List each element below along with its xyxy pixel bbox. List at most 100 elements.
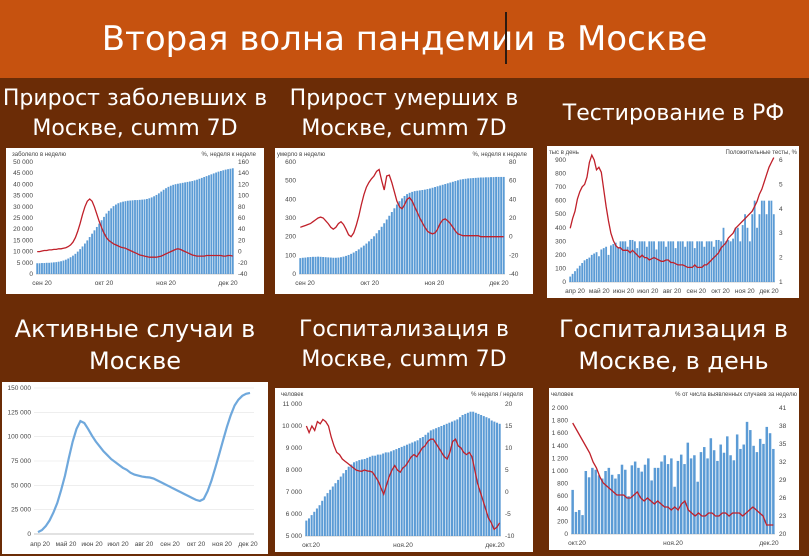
bar xyxy=(76,251,79,274)
bar xyxy=(314,256,317,274)
bar xyxy=(617,248,620,282)
y-tick-label: 900 xyxy=(555,157,566,164)
bar xyxy=(624,241,627,282)
bar xyxy=(181,182,184,274)
y2-tick-label: 140 xyxy=(238,170,249,177)
bar xyxy=(497,176,500,274)
bar xyxy=(323,496,326,536)
bar xyxy=(663,455,667,534)
y2-tick-label: 160 xyxy=(238,159,249,166)
chart-hosp-7d: 5 000 6 000 7 000 8 000 9 000 10 000 11 000 -10… xyxy=(275,388,533,552)
bar xyxy=(699,452,703,534)
bar xyxy=(352,462,356,536)
bar xyxy=(469,178,472,274)
bar xyxy=(739,241,742,282)
bar xyxy=(650,480,653,534)
bar xyxy=(365,243,368,274)
bar xyxy=(393,208,396,274)
y2-tick-label: 60 xyxy=(238,215,246,222)
y2-axis-label: % от числа выявленных случаев за неделю xyxy=(675,392,797,398)
y2-tick-label: 38 xyxy=(779,423,787,430)
bar xyxy=(650,241,653,282)
bar xyxy=(103,216,105,274)
y-tick-label: 200 xyxy=(557,518,568,525)
bar xyxy=(751,214,754,282)
bar xyxy=(136,200,139,274)
bar xyxy=(395,449,398,536)
y-tick-label: 1 200 xyxy=(552,455,569,462)
chart-hosp-daily: 0 200 400 600 800 1 000 1 200 1 400 1 600 1 800 2 … xyxy=(549,388,799,550)
bar xyxy=(88,237,91,274)
bar xyxy=(627,496,630,534)
bar xyxy=(411,191,414,274)
y2-tick-label: 80 xyxy=(509,159,517,166)
slide-title: Вторая волна пандемии в Москве xyxy=(101,19,708,59)
x-tick-label: окт 20 xyxy=(711,288,730,295)
bar xyxy=(715,239,718,282)
x-tick-label: июл 20 xyxy=(637,288,659,295)
y2-axis-label: %, неделя к неделе xyxy=(201,152,256,158)
bar xyxy=(626,246,629,282)
bar xyxy=(174,184,177,274)
bar xyxy=(640,471,643,534)
bar xyxy=(350,464,353,536)
bar xyxy=(400,446,403,536)
bar xyxy=(419,438,422,536)
bar xyxy=(231,168,234,274)
bar xyxy=(722,452,726,534)
panel-active-cases: Активные случаи в Москве 0 25 000 50 000 75… xyxy=(2,308,268,554)
bar xyxy=(444,184,447,274)
bar xyxy=(52,262,55,274)
bar xyxy=(69,257,72,274)
y2-tick-label: 80 xyxy=(238,204,246,211)
bar xyxy=(212,173,215,274)
bar xyxy=(48,262,51,274)
x-tick-label: май 20 xyxy=(589,287,610,295)
bar xyxy=(383,223,386,274)
y-tick-label: 300 xyxy=(555,238,566,245)
y-tick-label: 500 xyxy=(555,211,566,218)
bar xyxy=(453,420,456,536)
bar xyxy=(633,461,637,534)
bar xyxy=(665,246,667,282)
y2-tick-label: 35 xyxy=(779,441,787,448)
bar xyxy=(495,176,498,274)
bar xyxy=(724,241,727,282)
y-tick-label: 0 xyxy=(27,531,31,538)
x-tick-label: ноя 20 xyxy=(212,541,232,548)
x-tick-label: апр 20 xyxy=(565,288,585,295)
bar xyxy=(129,200,132,274)
y2-tick-label: 100 xyxy=(238,193,249,200)
x-tick-label: окт 20 xyxy=(95,280,114,287)
y-tick-label: 50 000 xyxy=(11,482,31,489)
bar xyxy=(722,227,725,282)
bar xyxy=(143,199,146,274)
bar xyxy=(477,413,480,536)
bar xyxy=(165,188,167,274)
bar xyxy=(706,458,709,534)
bar xyxy=(95,226,98,274)
bar xyxy=(119,202,122,274)
y-tick-label: 25 000 xyxy=(11,507,31,514)
y-tick-label: 30 000 xyxy=(13,204,33,211)
panel-hosp-daily: Госпитализация в Москве, в день 0 200 400 6… xyxy=(540,308,807,554)
bar xyxy=(160,191,163,274)
bar xyxy=(131,200,134,274)
bar xyxy=(749,430,752,534)
bar xyxy=(689,241,691,282)
bar xyxy=(449,182,452,274)
y-tick-label: 50 000 xyxy=(13,159,33,166)
bar xyxy=(686,241,689,282)
x-tick-label: дек 20 xyxy=(218,280,238,287)
y-tick-label: 800 xyxy=(555,171,566,178)
y-tick-label: 125 000 xyxy=(8,409,32,416)
bar xyxy=(597,475,601,534)
bar xyxy=(352,252,355,274)
bar xyxy=(304,257,307,274)
bar xyxy=(186,181,189,274)
bar xyxy=(81,246,84,274)
bar xyxy=(43,263,46,274)
bar xyxy=(224,169,227,274)
bar xyxy=(357,249,360,274)
bar xyxy=(736,227,739,282)
